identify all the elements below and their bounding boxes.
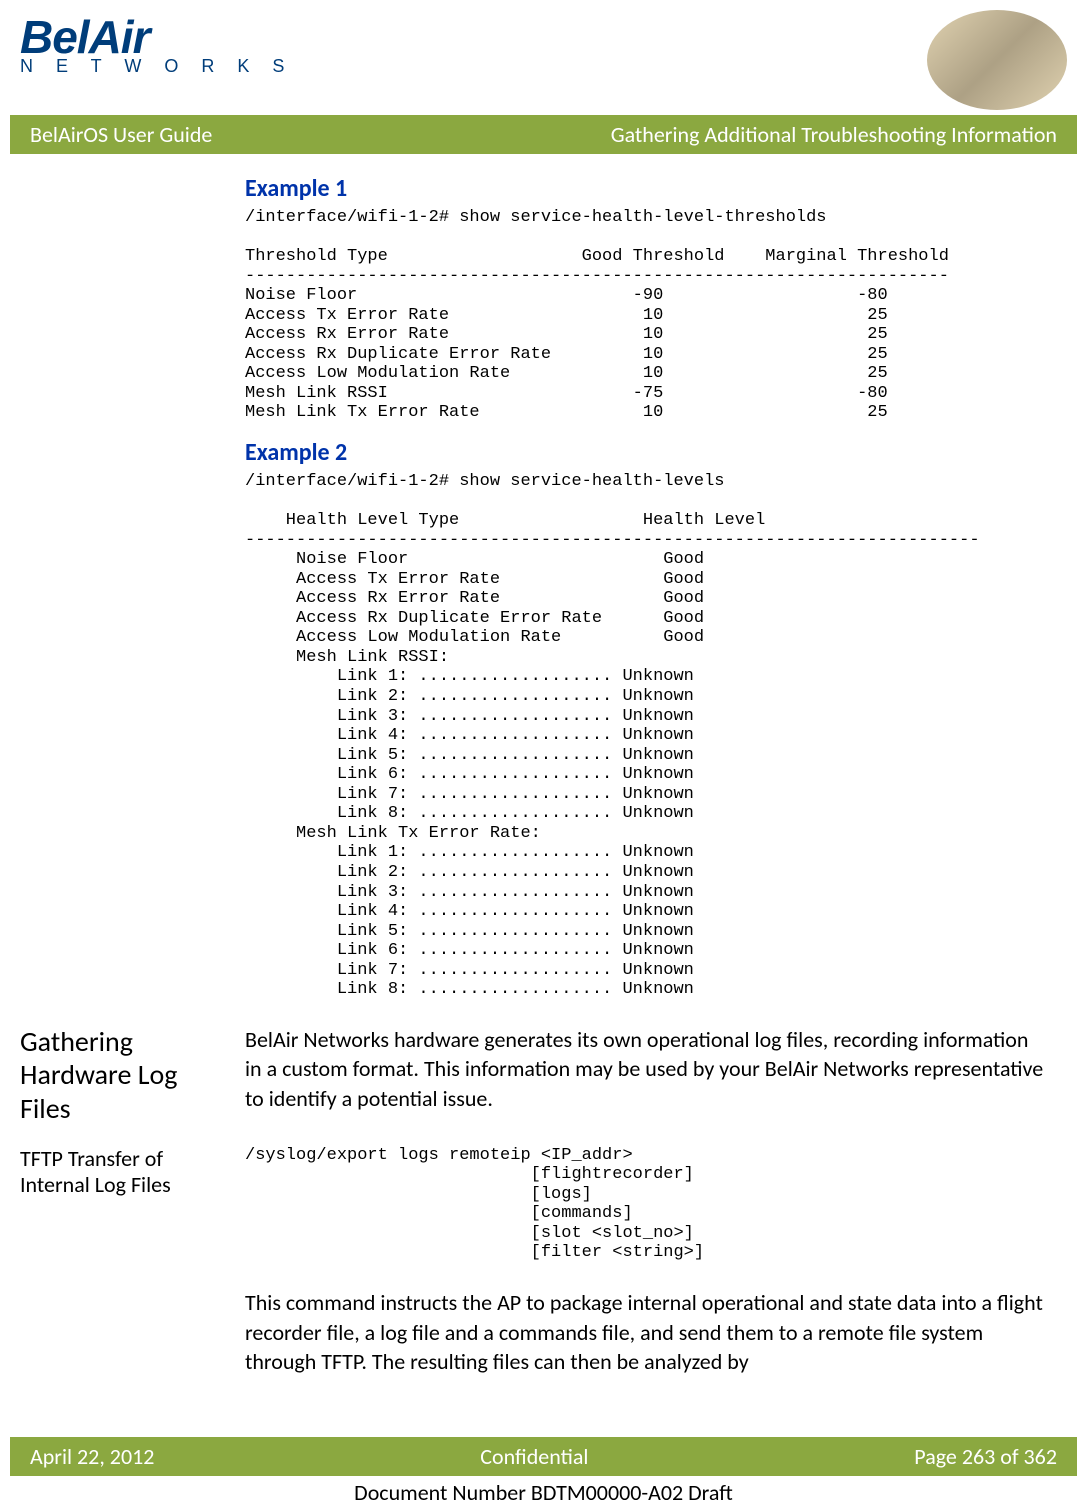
example2-content: /interface/wifi-1-2# show service-health… <box>245 472 1047 1000</box>
example2-heading: Example 2 <box>245 438 1047 467</box>
tftp-paragraph: This command instructs the AP to package… <box>245 1288 1047 1377</box>
footer-bar: April 22, 2012 Confidential Page 263 of … <box>10 1437 1077 1476</box>
gathering-heading: Gathering Hardware Log Files <box>20 1025 230 1126</box>
belair-logo: BelAir N E T W O R K S <box>20 10 293 77</box>
example1-section: Example 1 /interface/wifi-1-2# show serv… <box>20 174 1047 423</box>
title-left: BelAirOS User Guide <box>30 121 212 148</box>
header: BelAir N E T W O R K S <box>0 0 1087 115</box>
footer-page: Page 263 of 362 <box>914 1443 1057 1470</box>
title-right: Gathering Additional Troubleshooting Inf… <box>611 121 1057 148</box>
document-number: Document Number BDTM00000-A02 Draft <box>0 1479 1087 1506</box>
title-bar: BelAirOS User Guide Gathering Additional… <box>10 115 1077 154</box>
footer-date: April 22, 2012 <box>30 1443 154 1470</box>
right-logo-icon <box>927 10 1067 110</box>
example1-content: /interface/wifi-1-2# show service-health… <box>245 208 1047 423</box>
gathering-section: Gathering Hardware Log Files BelAir Netw… <box>20 1025 1047 1126</box>
tftp-heading: TFTP Transfer of Internal Log Files <box>20 1146 230 1199</box>
gathering-paragraph: BelAir Networks hardware generates its o… <box>245 1025 1047 1114</box>
tftp-command: /syslog/export logs remoteip <IP_addr> [… <box>245 1146 1047 1263</box>
example1-heading: Example 1 <box>245 174 1047 203</box>
tftp-section: TFTP Transfer of Internal Log Files /sys… <box>20 1146 1047 1377</box>
content-area: Example 1 /interface/wifi-1-2# show serv… <box>0 154 1087 1412</box>
logo-sub-text: N E T W O R K S <box>20 56 293 77</box>
example2-section: Example 2 /interface/wifi-1-2# show serv… <box>20 438 1047 1000</box>
footer-confidential: Confidential <box>480 1443 588 1470</box>
